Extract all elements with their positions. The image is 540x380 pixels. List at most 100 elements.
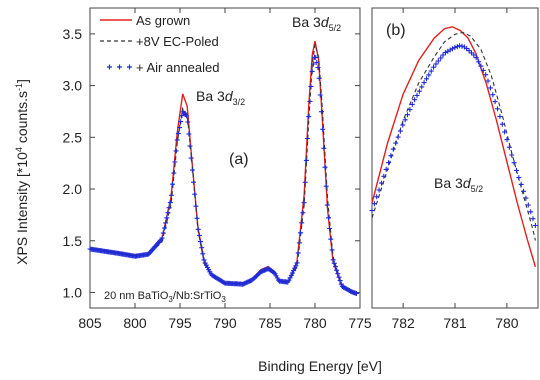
- series-marker-air-annealed: [302, 179, 308, 185]
- series-marker-air-annealed: [371, 201, 377, 207]
- series-marker-air-annealed: [379, 180, 384, 186]
- series-marker-air-annealed: [201, 257, 207, 263]
- panel-b-peak-label: Ba 3d5/2: [434, 175, 483, 194]
- series-marker-air-annealed: [177, 125, 183, 131]
- series-marker-air-annealed: [300, 210, 306, 216]
- series-marker-air-annealed: [407, 107, 413, 113]
- series-marker-air-annealed: [483, 72, 489, 78]
- series-marker-air-annealed: [424, 76, 429, 82]
- sample-description: 20 nm BaTiO3/Nb:SrTiO3: [104, 290, 226, 304]
- series-marker-air-annealed: [163, 220, 169, 226]
- series-marker-air-annealed: [525, 202, 531, 208]
- series-marker-air-annealed: [324, 202, 330, 208]
- series-marker-air-annealed: [528, 209, 534, 215]
- series-marker-air-annealed: [175, 131, 181, 137]
- series-marker-air-annealed: [317, 92, 323, 98]
- series-marker-air-annealed: [438, 55, 444, 61]
- series-marker-air-annealed: [516, 175, 522, 181]
- series-marker-air-annealed: [454, 44, 460, 50]
- series-marker-air-annealed: [435, 58, 441, 64]
- panel-a: 805 800 795 790 785 780 7751.01.52.02.53.03.5 …: [63, 7, 372, 331]
- x-tick-label: 785: [258, 315, 282, 331]
- y-tick-label: 3.0: [63, 78, 83, 94]
- series-marker-air-annealed: [165, 210, 171, 216]
- legend-label-as-grown: As grown: [136, 13, 190, 28]
- series-marker-air-annealed: [303, 157, 309, 163]
- series-marker-air-annealed: [440, 52, 446, 58]
- series-marker-air-annealed: [388, 153, 394, 159]
- series-marker-air-annealed: [383, 166, 389, 172]
- series-marker-air-annealed: [319, 109, 324, 115]
- y-tick-label: 1.0: [63, 284, 83, 300]
- x-tick-label: 775: [348, 315, 372, 331]
- series-marker-air-annealed: [386, 160, 392, 166]
- x-tick-label: 790: [213, 315, 237, 331]
- series-marker-air-annealed: [374, 194, 380, 200]
- series-marker-air-annealed: [200, 251, 206, 257]
- series-marker-air-annealed: [426, 72, 432, 78]
- panel-a-frame: [89, 7, 361, 309]
- series-marker-air-annealed: [307, 99, 313, 104]
- series-marker-air-annealed: [504, 137, 510, 143]
- series-marker-air-annealed: [159, 235, 165, 241]
- series-marker-air-annealed: [400, 122, 406, 128]
- series-marker-air-annealed: [381, 173, 387, 179]
- series-marker-air-annealed: [416, 88, 422, 94]
- series-marker-air-annealed: [186, 131, 192, 137]
- peak-label-ba3d32: Ba 3d3/2: [196, 88, 245, 107]
- series-marker-air-annealed: [397, 128, 403, 134]
- series-marker-air-annealed: [185, 119, 191, 125]
- series-marker-air-annealed: [490, 92, 496, 98]
- series-marker-air-annealed: [473, 55, 479, 61]
- y-tick-label: 3.5: [63, 26, 83, 42]
- series-marker-air-annealed: [393, 140, 399, 146]
- series-marker-air-annealed: [188, 155, 194, 161]
- panel-b: 782 781 780 (b) Ba 3d5/2: [369, 7, 539, 331]
- y-tick-label: 1.5: [63, 233, 83, 249]
- series-marker-air-annealed: [313, 55, 319, 60]
- series-marker-air-annealed: [502, 129, 508, 135]
- series-marker-air-annealed: [327, 226, 333, 231]
- series-marker-air-annealed: [299, 220, 305, 226]
- y-tick-label: 2.0: [63, 181, 83, 197]
- series-marker-air-annealed: [514, 167, 519, 173]
- series-marker-air-annealed: [499, 121, 505, 127]
- series-marker-air-annealed: [329, 247, 335, 253]
- series-marker-air-annealed: [189, 167, 195, 173]
- series-marker-air-annealed: [168, 192, 174, 198]
- series-marker-air-annealed: [421, 80, 427, 86]
- series-marker-air-annealed: [402, 117, 408, 123]
- series-marker-air-annealed: [305, 136, 310, 141]
- series-marker-air-annealed: [511, 160, 517, 166]
- series-marker-air-annealed: [173, 148, 179, 154]
- series-marker-air-annealed: [323, 183, 329, 189]
- series-marker-air-annealed: [328, 236, 334, 242]
- series-marker-air-annealed: [316, 75, 322, 81]
- series-marker-air-annealed: [497, 114, 503, 119]
- series-marker-air-annealed: [480, 67, 486, 73]
- series-marker-air-annealed: [291, 268, 297, 274]
- series-marker-air-annealed: [320, 126, 326, 132]
- y-tick-label: 2.5: [63, 129, 83, 145]
- series-marker-air-annealed: [412, 97, 418, 103]
- series-marker-air-annealed: [321, 145, 327, 151]
- series-marker-air-annealed: [331, 260, 337, 266]
- series-marker-air-annealed: [478, 63, 484, 69]
- peak-label-ba3d52: Ba 3d5/2: [292, 14, 341, 33]
- series-marker-air-annealed: [518, 181, 524, 187]
- x-tick-label: 800: [123, 315, 147, 331]
- series-marker-air-annealed: [178, 119, 184, 125]
- series-marker-air-annealed: [419, 84, 425, 90]
- series-marker-air-annealed: [433, 61, 439, 67]
- series-marker-air-annealed: [243, 280, 249, 286]
- series-marker-air-annealed: [532, 223, 538, 228]
- series-marker-air-annealed: [330, 257, 336, 263]
- series-marker-air-annealed: [471, 52, 477, 58]
- series-marker-air-annealed: [160, 230, 166, 236]
- series-marker-air-annealed: [145, 251, 151, 257]
- series-marker-air-annealed: [315, 65, 321, 70]
- series-marker-air-annealed: [293, 263, 299, 269]
- series-marker-air-annealed: [179, 113, 185, 119]
- series-marker-air-annealed: [170, 181, 176, 187]
- series-marker-air-annealed: [487, 85, 493, 91]
